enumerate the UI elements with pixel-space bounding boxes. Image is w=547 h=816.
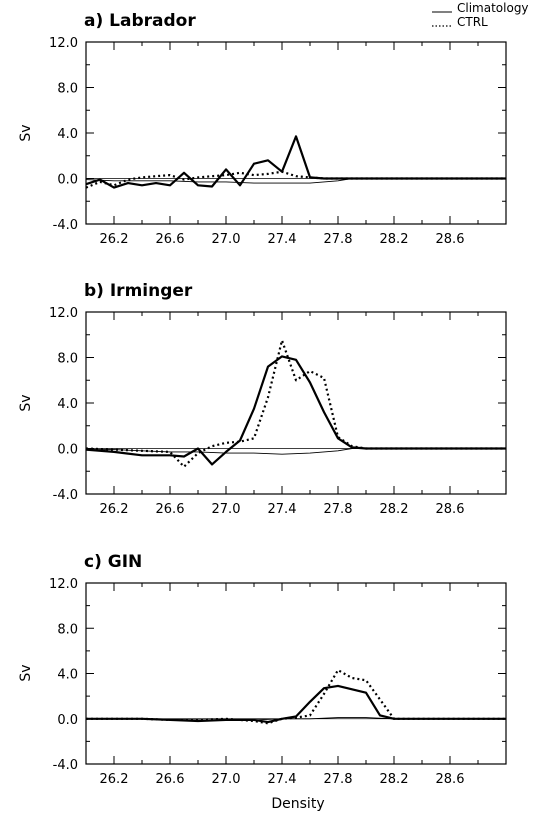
x-tick-label: 28.2 — [380, 772, 409, 787]
y-tick-label: 12.0 — [49, 306, 78, 321]
x-tick-label: 27.8 — [324, 232, 353, 247]
y-axis-label: Sv — [18, 664, 34, 681]
x-tick-label: 26.2 — [100, 232, 129, 247]
x-tick-label: 28.6 — [436, 232, 465, 247]
y-tick-label: 0.0 — [57, 173, 78, 188]
x-tick-label: 26.6 — [156, 232, 185, 247]
panels: a) Labrador Sv 12.0 8.0 4.0 0.0 -4.0 26.2 26.6 27… — [18, 11, 507, 787]
y-tick-label: 4.0 — [57, 397, 78, 412]
legend-climatology-label: Climatology — [457, 1, 529, 15]
x-tick-label: 27.8 — [324, 772, 353, 787]
y-tick-label: -4.0 — [53, 758, 78, 773]
y-tick-label: 0.0 — [57, 713, 78, 728]
legend: Climatology CTRL — [432, 1, 529, 29]
plot-frame — [85, 582, 507, 765]
y-tick-label: 4.0 — [57, 668, 78, 683]
y-tick-label: 8.0 — [57, 622, 78, 637]
panel-2: b) Irminger Sv 12.0 8.0 4.0 0.0 -4.0 26.2 26.6 27… — [18, 281, 507, 517]
panel-3: c) GIN Sv 12.0 8.0 4.0 0.0 -4.0 26.2 26.6 27.0 27.… — [18, 552, 507, 787]
y-axis-label: Sv — [18, 394, 34, 411]
x-tick-label: 26.6 — [156, 772, 185, 787]
x-tick-label: 28.2 — [380, 232, 409, 247]
x-tick-label: 28.6 — [436, 772, 465, 787]
plot-frame — [85, 41, 507, 225]
panel-title: a) Labrador — [84, 11, 196, 31]
panel-title: c) GIN — [84, 552, 142, 572]
y-tick-label: 0.0 — [57, 443, 78, 458]
x-axis-label: Density — [271, 796, 324, 812]
y-tick-label: 12.0 — [49, 36, 78, 51]
x-tick-label: 28.6 — [436, 502, 465, 517]
panel-title: b) Irminger — [84, 281, 193, 301]
y-axis-label: Sv — [18, 124, 34, 141]
x-tick-label: 26.6 — [156, 502, 185, 517]
y-tick-label: -4.0 — [53, 488, 78, 503]
x-tick-label: 27.0 — [212, 772, 241, 787]
x-tick-label: 26.2 — [100, 772, 129, 787]
y-tick-label: 8.0 — [57, 82, 78, 97]
y-tick-label: 8.0 — [57, 352, 78, 367]
panel-1: a) Labrador Sv 12.0 8.0 4.0 0.0 -4.0 26.2 26.6 27… — [18, 11, 507, 247]
y-tick-label: 12.0 — [49, 577, 78, 592]
x-tick-label: 27.4 — [268, 772, 297, 787]
x-tick-label: 26.2 — [100, 502, 129, 517]
x-tick-label: 27.4 — [268, 232, 297, 247]
x-tick-label: 27.0 — [212, 502, 241, 517]
x-tick-label: 28.2 — [380, 502, 409, 517]
y-tick-label: 4.0 — [57, 127, 78, 142]
x-tick-label: 27.0 — [212, 232, 241, 247]
series-line-bold — [85, 135, 506, 189]
legend-ctrl-label: CTRL — [457, 15, 488, 29]
y-tick-label: -4.0 — [53, 218, 78, 233]
series-line-ctrl — [85, 170, 506, 189]
x-tick-label: 27.4 — [268, 502, 297, 517]
plot-frame — [85, 311, 507, 495]
x-tick-label: 27.8 — [324, 502, 353, 517]
